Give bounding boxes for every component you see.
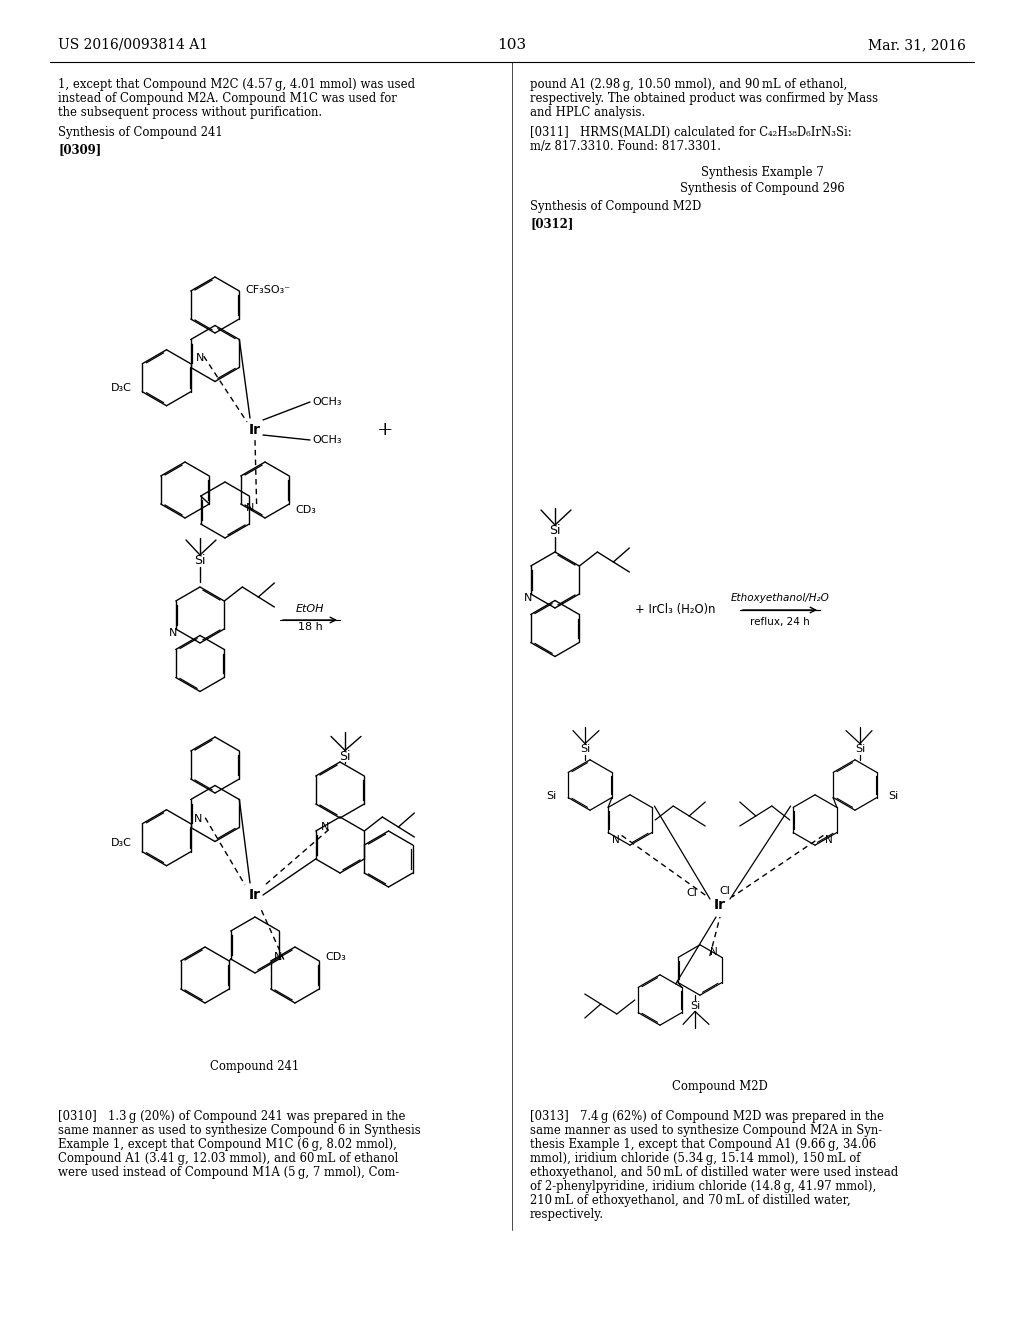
Text: N: N bbox=[274, 952, 283, 962]
Text: m/z 817.3310. Found: 817.3301.: m/z 817.3310. Found: 817.3301. bbox=[530, 140, 721, 153]
Text: Ir: Ir bbox=[249, 422, 261, 437]
Text: N: N bbox=[194, 814, 203, 824]
Text: 103: 103 bbox=[498, 38, 526, 51]
Text: were used instead of Compound M1A (5 g, 7 mmol), Com-: were used instead of Compound M1A (5 g, … bbox=[58, 1166, 399, 1179]
Text: Si: Si bbox=[546, 791, 556, 801]
Text: [0309]: [0309] bbox=[58, 143, 101, 156]
Text: CD₃: CD₃ bbox=[296, 504, 316, 515]
Text: Ethoxyethanol/H₂O: Ethoxyethanol/H₂O bbox=[731, 593, 829, 603]
Text: N: N bbox=[612, 834, 620, 845]
Text: Example 1, except that Compound M1C (6 g, 8.02 mmol),: Example 1, except that Compound M1C (6 g… bbox=[58, 1138, 397, 1151]
Text: Compound 241: Compound 241 bbox=[210, 1060, 300, 1073]
Text: reflux, 24 h: reflux, 24 h bbox=[751, 616, 810, 627]
Text: same manner as used to synthesize Compound 6 in Synthesis: same manner as used to synthesize Compou… bbox=[58, 1125, 421, 1137]
Text: 210 mL of ethoxyethanol, and 70 mL of distilled water,: 210 mL of ethoxyethanol, and 70 mL of di… bbox=[530, 1195, 851, 1206]
Text: D₃C: D₃C bbox=[111, 838, 131, 847]
Text: of 2-phenylpyridine, iridium chloride (14.8 g, 41.97 mmol),: of 2-phenylpyridine, iridium chloride (1… bbox=[530, 1180, 877, 1193]
Text: US 2016/0093814 A1: US 2016/0093814 A1 bbox=[58, 38, 208, 51]
Text: Ir: Ir bbox=[249, 888, 261, 902]
Text: Synthesis of Compound M2D: Synthesis of Compound M2D bbox=[530, 201, 701, 213]
Text: Si: Si bbox=[195, 553, 206, 566]
Text: 1, except that Compound M2C (4.57 g, 4.01 mmol) was used: 1, except that Compound M2C (4.57 g, 4.0… bbox=[58, 78, 415, 91]
Text: D₃C: D₃C bbox=[111, 383, 131, 393]
Text: Compound A1 (3.41 g, 12.03 mmol), and 60 mL of ethanol: Compound A1 (3.41 g, 12.03 mmol), and 60… bbox=[58, 1152, 398, 1166]
Text: EtOH: EtOH bbox=[296, 605, 325, 614]
Text: respectively. The obtained product was confirmed by Mass: respectively. The obtained product was c… bbox=[530, 92, 879, 106]
Text: respectively.: respectively. bbox=[530, 1208, 604, 1221]
Text: Ir: Ir bbox=[714, 898, 726, 912]
Text: N: N bbox=[710, 946, 718, 957]
Text: CF₃SO₃⁻: CF₃SO₃⁻ bbox=[245, 285, 290, 294]
Text: [0310]   1.3 g (20%) of Compound 241 was prepared in the: [0310] 1.3 g (20%) of Compound 241 was p… bbox=[58, 1110, 406, 1123]
Text: Si: Si bbox=[690, 1002, 700, 1011]
Text: Synthesis of Compound 241: Synthesis of Compound 241 bbox=[58, 125, 223, 139]
Text: Si: Si bbox=[580, 743, 590, 754]
Text: and HPLC analysis.: and HPLC analysis. bbox=[530, 106, 645, 119]
Text: +: + bbox=[377, 421, 393, 440]
Text: Cl: Cl bbox=[720, 886, 730, 896]
Text: instead of Compound M2A. Compound M1C was used for: instead of Compound M2A. Compound M1C wa… bbox=[58, 92, 396, 106]
Text: same manner as used to synthesize Compound M2A in Syn-: same manner as used to synthesize Compou… bbox=[530, 1125, 882, 1137]
Text: mmol), iridium chloride (5.34 g, 15.14 mmol), 150 mL of: mmol), iridium chloride (5.34 g, 15.14 m… bbox=[530, 1152, 860, 1166]
Text: N: N bbox=[524, 593, 532, 603]
Text: + IrCl₃ (H₂O)n: + IrCl₃ (H₂O)n bbox=[635, 603, 716, 616]
Text: CD₃: CD₃ bbox=[326, 952, 347, 962]
Text: pound A1 (2.98 g, 10.50 mmol), and 90 mL of ethanol,: pound A1 (2.98 g, 10.50 mmol), and 90 mL… bbox=[530, 78, 847, 91]
Text: N: N bbox=[321, 822, 329, 832]
Text: Mar. 31, 2016: Mar. 31, 2016 bbox=[868, 38, 966, 51]
Text: N: N bbox=[825, 834, 833, 845]
Text: [0313]   7.4 g (62%) of Compound M2D was prepared in the: [0313] 7.4 g (62%) of Compound M2D was p… bbox=[530, 1110, 884, 1123]
Text: Si: Si bbox=[889, 791, 899, 801]
Text: Synthesis Example 7: Synthesis Example 7 bbox=[700, 166, 823, 180]
Text: Cl: Cl bbox=[686, 888, 697, 898]
Text: OCH₃: OCH₃ bbox=[312, 397, 341, 407]
Text: 18 h: 18 h bbox=[298, 622, 323, 632]
Text: N: N bbox=[169, 628, 177, 638]
Text: ethoxyethanol, and 50 mL of distilled water were used instead: ethoxyethanol, and 50 mL of distilled wa… bbox=[530, 1166, 898, 1179]
Text: N: N bbox=[246, 503, 254, 513]
Text: Si: Si bbox=[339, 750, 351, 763]
Text: Si: Si bbox=[855, 743, 865, 754]
Text: Si: Si bbox=[549, 524, 561, 536]
Text: [0311]   HRMS(MALDI) calculated for C₄₂H₃₈D₆IrN₃Si:: [0311] HRMS(MALDI) calculated for C₄₂H₃₈… bbox=[530, 125, 852, 139]
Text: the subsequent process without purification.: the subsequent process without purificat… bbox=[58, 106, 323, 119]
Text: thesis Example 1, except that Compound A1 (9.66 g, 34.06: thesis Example 1, except that Compound A… bbox=[530, 1138, 877, 1151]
Text: [0312]: [0312] bbox=[530, 216, 573, 230]
Text: N: N bbox=[196, 352, 204, 363]
Text: Synthesis of Compound 296: Synthesis of Compound 296 bbox=[680, 182, 845, 195]
Text: OCH₃: OCH₃ bbox=[312, 436, 341, 445]
Text: Compound M2D: Compound M2D bbox=[672, 1080, 768, 1093]
